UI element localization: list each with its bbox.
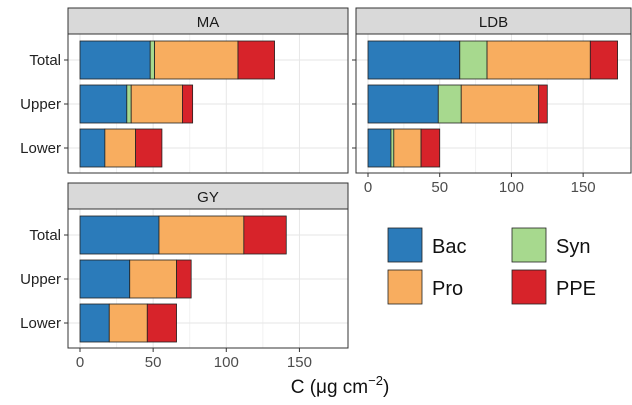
bar-segment-pro: [486, 40, 591, 80]
bar-segment-bac: [367, 40, 461, 80]
x-tick-label: 150: [571, 179, 596, 196]
bar-segment-syn: [390, 128, 395, 168]
legend: Bac Syn Pro PPE: [387, 227, 596, 305]
facet-strip: [67, 182, 349, 210]
x-axis-title-main: C (μg cm: [291, 377, 368, 398]
facet-ma: MA Total Upper Lower: [20, 7, 349, 174]
bar-segment-bac: [367, 84, 439, 124]
legend-swatch: [511, 227, 547, 263]
legend-swatch: [511, 269, 547, 305]
y-tick-label: Lower: [20, 315, 61, 332]
bar-segment-syn: [459, 40, 488, 80]
facet-gy: GY Total Upper Lower 0 50 100 150: [20, 182, 349, 371]
bar-segment-ppe: [538, 84, 548, 124]
legend-label: Syn: [556, 236, 590, 258]
x-tick-label: 0: [76, 354, 84, 371]
y-tick-label: Total: [29, 227, 61, 244]
bar-segment-pro: [129, 259, 177, 299]
bar-segment-syn: [126, 84, 132, 124]
bar-segment-pro: [393, 128, 422, 168]
facet-title: MA: [197, 14, 220, 31]
bar-segment-bac: [79, 128, 106, 168]
x-tick-label: 100: [499, 179, 524, 196]
panel-border: [355, 33, 632, 174]
facet-title: GY: [197, 189, 219, 206]
bar-segment-ppe: [135, 128, 163, 168]
bar-segment-pro: [158, 215, 245, 255]
legend-label: Bac: [432, 236, 466, 258]
bar-segment-bac: [79, 259, 131, 299]
x-tick-label: 50: [431, 179, 448, 196]
legend-label: PPE: [556, 278, 596, 300]
legend-item-syn: Syn: [511, 227, 590, 263]
bar-segment-bac: [367, 128, 392, 168]
facet-ldb: LDB 0 50 100 150: [352, 7, 632, 196]
bar-segment-pro: [130, 84, 183, 124]
y-tick-label: Lower: [20, 140, 61, 157]
x-tick-label: 100: [214, 354, 239, 371]
legend-swatch: [387, 227, 423, 263]
x-tick-label: 50: [145, 354, 162, 371]
legend-item-ppe: PPE: [511, 269, 596, 305]
bar-segment-ppe: [146, 303, 177, 343]
bar-segment-bac: [79, 84, 128, 124]
bar-segment-ppe: [181, 84, 194, 124]
y-tick-label: Total: [29, 52, 61, 69]
y-tick-label: Upper: [20, 96, 61, 113]
panel-border: [67, 33, 349, 174]
bar-segment-ppe: [237, 40, 275, 80]
bar-segment-bac: [79, 40, 151, 80]
bar-segment-bac: [79, 303, 110, 343]
x-axis-title-superscript: −2: [368, 373, 383, 388]
y-tick-label: Upper: [20, 271, 61, 288]
bar-segment-syn: [149, 40, 156, 80]
x-tick-label: 0: [364, 179, 372, 196]
bar-segment-ppe: [176, 259, 192, 299]
bar-segment-bac: [79, 215, 160, 255]
facet-panels: MA Total Upper Lower LDB 0 50 100 150 GY Total Uppe…: [20, 7, 632, 371]
legend-swatch: [387, 269, 423, 305]
legend-item-pro: Pro: [387, 269, 463, 305]
bar-segment-pro: [460, 84, 540, 124]
bar-segment-pro: [154, 40, 239, 80]
bar-segment-syn: [437, 84, 462, 124]
legend-label: Pro: [432, 278, 463, 300]
facet-title: LDB: [479, 14, 508, 31]
bar-segment-ppe: [420, 128, 441, 168]
bar-segment-ppe: [243, 215, 287, 255]
legend-item-bac: Bac: [387, 227, 466, 263]
x-axis-title-close: ): [383, 377, 389, 398]
panel-border: [67, 208, 349, 349]
bar-segment-pro: [108, 303, 148, 343]
facet-strip: [355, 7, 632, 35]
bar-segment-ppe: [589, 40, 618, 80]
facet-strip: [67, 7, 349, 35]
x-tick-label: 150: [287, 354, 312, 371]
x-axis-title: C (μg cm−2): [291, 373, 390, 398]
bar-segment-pro: [104, 128, 136, 168]
